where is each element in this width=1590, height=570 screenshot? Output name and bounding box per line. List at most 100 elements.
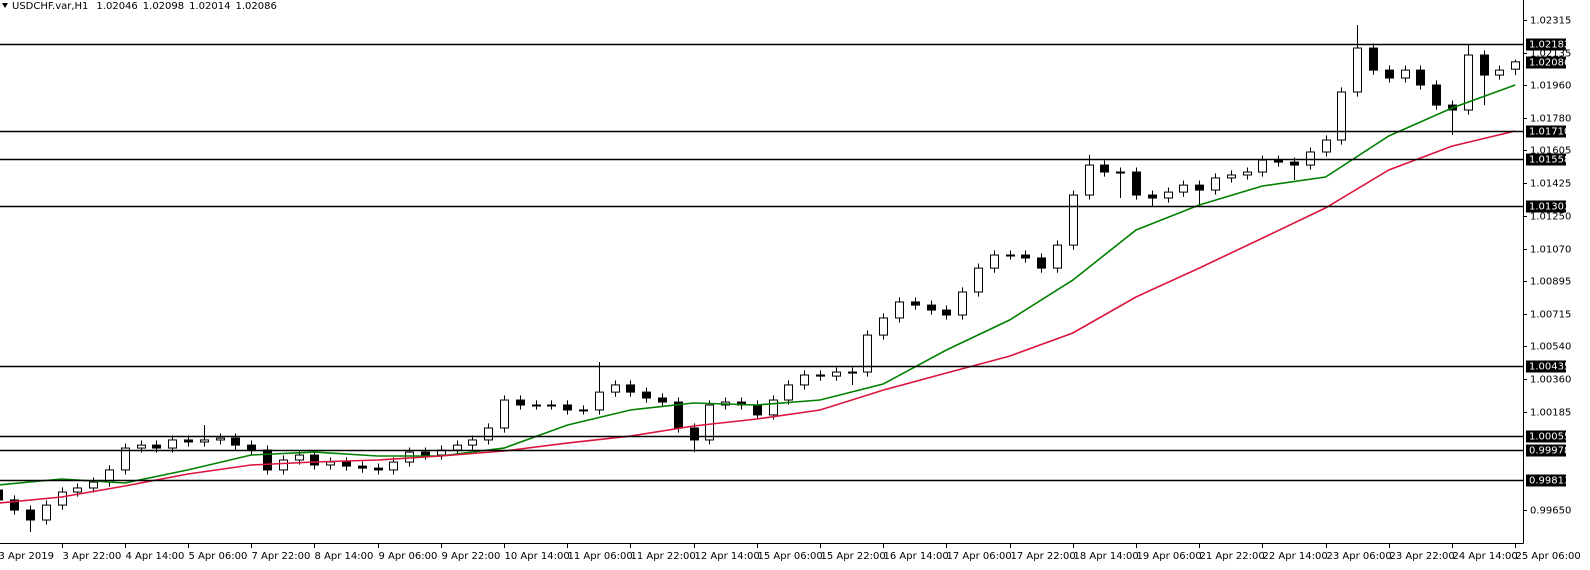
x-tick-label: 24 Apr 14:00 [1453, 551, 1518, 562]
price-label: 1.02086 [1529, 58, 1570, 69]
candle-body [295, 454, 304, 461]
candle-body [1148, 194, 1157, 199]
candle-body [231, 437, 240, 446]
candle-body [468, 439, 477, 446]
level-box [1526, 430, 1566, 443]
candle-body [863, 334, 872, 373]
candle-body [927, 304, 936, 311]
candle-body [216, 437, 225, 441]
level-box [1526, 444, 1566, 457]
candle-body [184, 439, 193, 443]
y-tick-label: 1.01425 [1530, 179, 1571, 190]
x-tick-label: 10 Apr 14:00 [505, 551, 570, 562]
candle-body [1227, 174, 1236, 179]
level-label: 0.99813 [1529, 476, 1570, 487]
candle-body [911, 301, 920, 306]
x-tick-label: 22 Apr 14:00 [1263, 551, 1328, 562]
candle-body [579, 409, 588, 412]
level-box [1526, 474, 1566, 487]
candle-body [374, 467, 383, 471]
candle-body [674, 401, 683, 429]
candle-body [1464, 54, 1473, 111]
candle-body [279, 459, 288, 471]
candle-body [1069, 194, 1078, 246]
candle-body [247, 444, 256, 451]
candle-body [1369, 47, 1378, 71]
candle-body [1164, 191, 1173, 199]
candle-body [358, 465, 367, 469]
x-tick-label: 11 Apr 06:00 [568, 551, 633, 562]
candle-body [263, 449, 272, 471]
ohlc-value: 1.02014 [189, 1, 230, 12]
x-tick-label: 3 Apr 2019 [0, 551, 54, 562]
plot-area [0, 25, 1520, 532]
candle-body [421, 451, 430, 456]
candle-body [26, 509, 35, 521]
candle-body [1274, 159, 1283, 163]
candle-body [769, 399, 778, 416]
x-tick-label: 21 Apr 22:00 [1200, 551, 1265, 562]
candle-body [342, 461, 351, 467]
x-tick-label: 3 Apr 22:00 [63, 551, 122, 562]
candle-body [1401, 69, 1410, 79]
level-box [1526, 125, 1566, 138]
candle-body [990, 254, 999, 269]
candle-body [89, 481, 98, 489]
candle-body [326, 461, 335, 466]
level-label: 1.00435 [1529, 362, 1570, 373]
candle-body [595, 391, 604, 411]
y-tick-label: 1.01960 [1530, 81, 1571, 92]
candle-body [626, 384, 635, 393]
candle-body [1179, 184, 1188, 193]
candle-body [389, 461, 398, 471]
candle-body [1290, 161, 1299, 166]
candle-body [121, 447, 130, 471]
level-label: 1.01303 [1529, 202, 1570, 213]
candle-body [705, 404, 714, 441]
level-label: 1.01710 [1529, 127, 1570, 138]
candle-body [1511, 61, 1520, 70]
candle-body [42, 504, 51, 521]
candle-body [611, 384, 620, 393]
candle-body [800, 374, 809, 386]
x-tick-label: 17 Apr 06:00 [947, 551, 1012, 562]
y-tick-label: 1.00895 [1530, 277, 1571, 288]
candle-body [1085, 164, 1094, 196]
candle-body [1337, 91, 1346, 141]
x-tick-label: 16 Apr 14:00 [884, 551, 949, 562]
level-box [1526, 38, 1566, 51]
chart-title: USDCHF.var,H1 [12, 1, 88, 12]
candle-body [563, 404, 572, 411]
level-label: 1.01558 [1529, 155, 1570, 166]
y-tick-label: 1.00360 [1530, 375, 1571, 386]
ohlc-value: 1.02086 [236, 1, 277, 12]
candle-body [137, 444, 146, 449]
x-tick-label: 12 Apr 14:00 [695, 551, 760, 562]
x-tick-label: 17 Apr 22:00 [1011, 551, 1076, 562]
level-box [1526, 360, 1566, 373]
candle-body [73, 487, 82, 493]
candle-body [1195, 184, 1204, 191]
x-tick-label: 9 Apr 06:00 [379, 551, 438, 562]
candle-body [200, 439, 209, 443]
candle-body [848, 371, 857, 374]
candle-body [1053, 244, 1062, 269]
candle-body [484, 427, 493, 441]
candle-body [642, 391, 651, 399]
level-label: 1.02182 [1529, 40, 1570, 51]
x-tick-label: 25 Apr 06:00 [1516, 551, 1581, 562]
candle-body [152, 444, 161, 449]
candle-body [1100, 164, 1109, 173]
level-box [1526, 200, 1566, 213]
x-tick-label: 5 Apr 06:00 [189, 551, 248, 562]
candle-body [1116, 171, 1125, 174]
candle-body [1211, 177, 1220, 191]
candle-body [942, 309, 951, 316]
candle-body [958, 291, 967, 316]
ohlc-value: 1.02046 [96, 1, 137, 12]
candle-body [1322, 139, 1331, 153]
y-tick-label: 1.02135 [1530, 49, 1571, 60]
menu-arrow [2, 3, 8, 8]
